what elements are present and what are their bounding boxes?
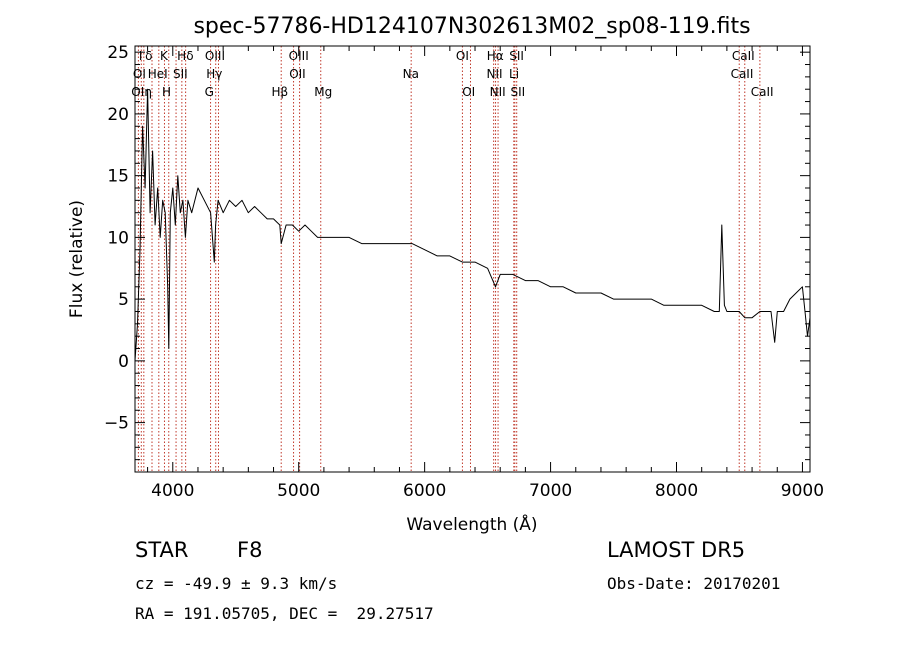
line-label: OIII xyxy=(205,49,225,63)
y-tick-label: 15 xyxy=(107,167,129,187)
line-label: Hβ xyxy=(271,85,288,99)
object-class: STAR xyxy=(135,538,189,562)
line-label: NII xyxy=(487,67,503,81)
x-tick-label: 9000 xyxy=(781,481,824,501)
line-label: H xyxy=(162,85,171,99)
line-label: δ xyxy=(145,49,152,63)
line-label: CaII xyxy=(751,85,774,99)
x-tick-label: 5000 xyxy=(277,481,320,501)
spectrum-line xyxy=(134,88,811,361)
chart-title: spec-57786-HD124107N302613M02_sp08-119.f… xyxy=(193,14,750,39)
y-tick-label: 20 xyxy=(107,105,129,125)
line-label: Mg xyxy=(314,85,332,99)
line-label: SII xyxy=(509,49,524,63)
line-label: Hδ xyxy=(177,49,193,63)
line-label: OI xyxy=(462,85,475,99)
line-label: Li xyxy=(509,67,519,81)
axes-frame xyxy=(134,45,811,473)
line-label: SII xyxy=(173,67,188,81)
y-tick-label: 0 xyxy=(118,352,129,372)
line-label: CaII xyxy=(732,49,755,63)
line-label: HeI xyxy=(148,67,168,81)
line-label: OII xyxy=(289,67,306,81)
line-label: NII xyxy=(490,85,506,99)
line-label: OI xyxy=(131,85,144,99)
y-tick-label: 5 xyxy=(118,290,129,310)
x-tick-label: 6000 xyxy=(403,481,446,501)
line-label: G xyxy=(205,85,214,99)
line-label: η xyxy=(144,85,152,99)
series-layer xyxy=(134,88,811,361)
x-tick-label: 7000 xyxy=(529,481,572,501)
line-label: K xyxy=(160,49,169,63)
line-marker-layer xyxy=(137,46,761,472)
y-axis: −5 0 5 10 15 20 25 xyxy=(104,43,810,461)
line-label: OI xyxy=(133,67,146,81)
line-label: CaII xyxy=(731,67,754,81)
x-axis: 4000 5000 6000 7000 8000 9000 xyxy=(147,46,824,501)
x-axis-label: Wavelength (Å) xyxy=(406,513,537,535)
line-label: OI xyxy=(456,49,469,63)
line-label: Hα xyxy=(487,49,504,63)
obs-date: Obs-Date: 20170201 xyxy=(607,574,781,593)
redshift-text: cz = -49.9 ± 9.3 km/s xyxy=(135,574,338,593)
line-label: Na xyxy=(403,67,419,81)
x-tick-label: 4000 xyxy=(151,481,194,501)
subclass: F8 xyxy=(237,538,263,562)
line-label: Hγ xyxy=(206,67,222,81)
x-tick-label: 8000 xyxy=(655,481,698,501)
line-label: I xyxy=(139,49,143,63)
survey-name: LAMOST DR5 xyxy=(607,538,746,562)
line-label: SII xyxy=(510,85,525,99)
y-axis-label: Flux (relative) xyxy=(67,200,87,318)
coordinates: RA = 191.05705, DEC = 29.27517 xyxy=(135,604,434,623)
y-tick-label: 25 xyxy=(107,43,129,63)
y-tick-label: −5 xyxy=(104,414,129,434)
y-tick-label: 10 xyxy=(107,228,129,248)
